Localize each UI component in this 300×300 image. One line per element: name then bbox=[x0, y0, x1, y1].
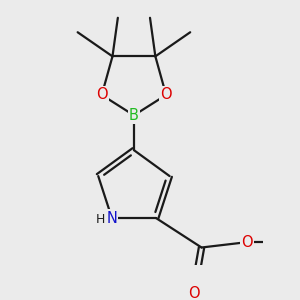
Text: O: O bbox=[160, 88, 172, 103]
Text: B: B bbox=[129, 108, 139, 123]
Text: O: O bbox=[96, 88, 108, 103]
Text: O: O bbox=[188, 286, 199, 300]
Text: H: H bbox=[95, 213, 105, 226]
Text: N: N bbox=[106, 211, 117, 226]
Text: O: O bbox=[241, 235, 253, 250]
